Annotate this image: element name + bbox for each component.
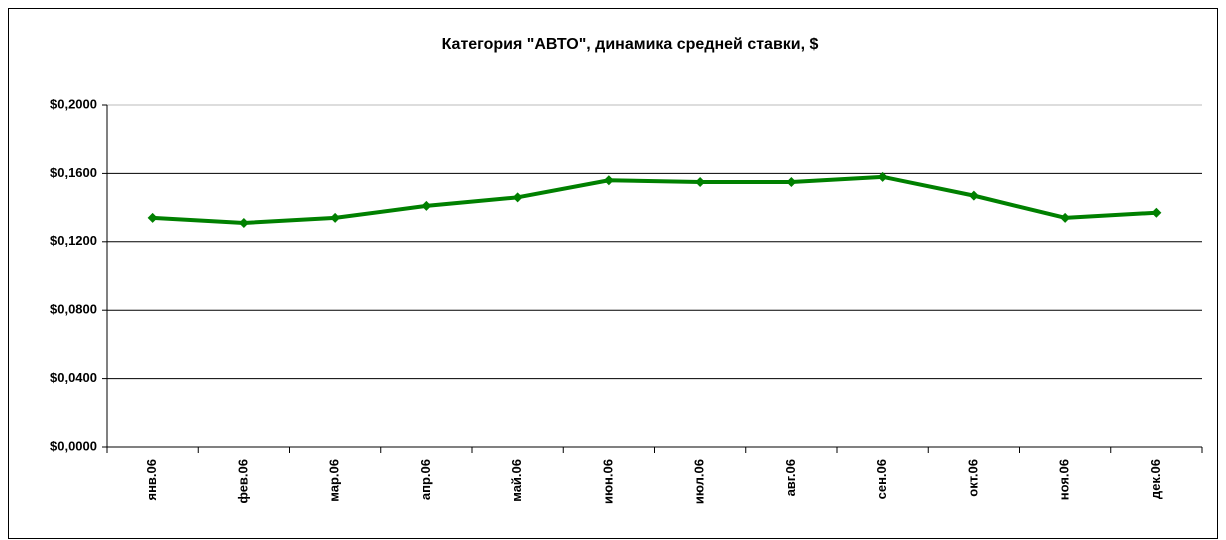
marker xyxy=(968,190,979,201)
x-tick-label: июн.06 xyxy=(600,459,615,504)
marker xyxy=(1151,207,1162,218)
marker xyxy=(1060,212,1071,223)
chart-title: Категория "АВТО", динамика средней ставк… xyxy=(442,36,819,53)
marker xyxy=(421,200,432,211)
y-tick-label: $0,2000 xyxy=(50,96,97,111)
x-tick-label: фев.06 xyxy=(235,459,250,504)
marker xyxy=(330,212,341,223)
marker xyxy=(603,175,614,186)
marker xyxy=(512,192,523,203)
x-tick-label: мар.06 xyxy=(327,459,342,502)
y-tick-label: $0,1600 xyxy=(50,165,97,180)
marker xyxy=(877,171,888,182)
x-tick-label: янв.06 xyxy=(144,459,159,501)
x-tick-label: авг.06 xyxy=(783,459,798,496)
x-tick-label: сен.06 xyxy=(874,459,889,499)
line xyxy=(152,174,1157,225)
x-tick-label: апр.06 xyxy=(418,459,433,500)
y-tick-label: $0,1200 xyxy=(50,233,97,248)
y-tick-label: $0,0000 xyxy=(50,438,97,453)
y-tick-label: $0,0400 xyxy=(50,370,97,385)
marker xyxy=(695,176,706,187)
marker xyxy=(147,212,158,223)
marker xyxy=(786,176,797,187)
x-tick-label: дек.06 xyxy=(1148,459,1163,499)
marker xyxy=(238,217,249,228)
x-tick-label: июл.06 xyxy=(692,459,707,504)
y-tick-label: $0,0800 xyxy=(50,302,97,317)
x-tick-label: май.06 xyxy=(509,459,524,502)
x-tick-label: ноя.06 xyxy=(1057,459,1072,500)
x-tick-label: окт.06 xyxy=(965,459,980,497)
chart-border xyxy=(8,8,1218,539)
